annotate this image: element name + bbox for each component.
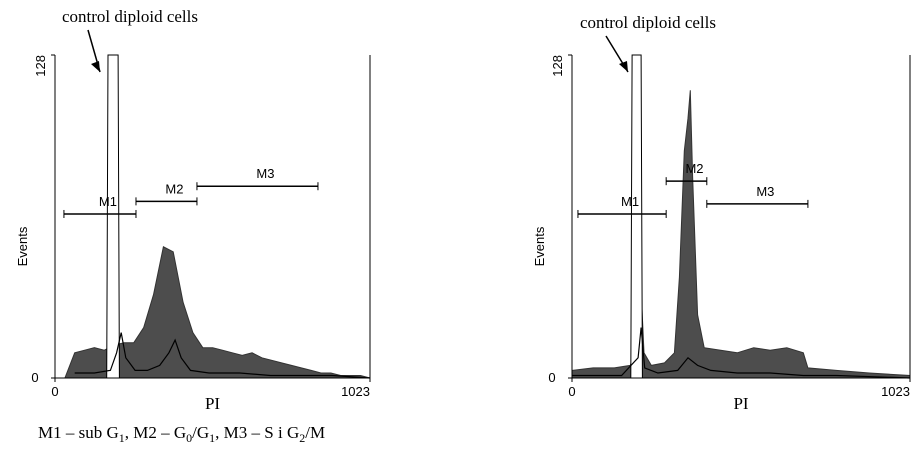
- y-axis-label: Events: [532, 226, 547, 266]
- marker-label: M3: [756, 184, 774, 199]
- caption-text: /M: [305, 423, 325, 442]
- x-tick-label: 0: [51, 384, 58, 399]
- histogram-line: [74, 332, 371, 379]
- x-tick-label: 1023: [881, 384, 910, 399]
- histogram-line: [572, 327, 911, 379]
- histogram-area: [571, 90, 911, 379]
- caption-text: M1 – sub G: [38, 423, 119, 442]
- x-axis-label: PI: [205, 394, 220, 413]
- caption-text: /G: [192, 423, 209, 442]
- caption-subscript: 0: [186, 431, 192, 445]
- x-axis-label: PI: [733, 394, 748, 413]
- annotation: control diploid cells: [62, 7, 198, 26]
- caption: M1 – sub G1, M2 – G0/G1, M3 – S i G2/M: [38, 423, 325, 445]
- x-tick-label: 1023: [341, 384, 370, 399]
- marker-label: M1: [99, 194, 117, 209]
- caption-subscript: 1: [209, 431, 215, 445]
- caption-text: , M2 – G: [125, 423, 186, 442]
- histogram-area: [55, 246, 371, 379]
- marker-label: M1: [621, 194, 639, 209]
- y-tick-label: 0: [31, 370, 38, 385]
- caption-subscript: 1: [119, 431, 125, 445]
- x-tick-label: 0: [568, 384, 575, 399]
- marker-label: M2: [165, 181, 183, 196]
- caption-text: , M3 – S i G: [215, 423, 299, 442]
- marker-label: M2: [685, 161, 703, 176]
- histogram-area: [106, 54, 120, 379]
- marker-label: M3: [256, 166, 274, 181]
- caption-subscript: 2: [299, 431, 305, 445]
- y-axis-label: Events: [15, 226, 30, 266]
- y-tick-label: 128: [33, 55, 48, 77]
- annotation: control diploid cells: [580, 13, 716, 32]
- y-tick-label: 0: [548, 370, 555, 385]
- arrow-head: [91, 61, 100, 72]
- y-tick-label: 128: [550, 55, 565, 77]
- arrow-head: [619, 61, 628, 72]
